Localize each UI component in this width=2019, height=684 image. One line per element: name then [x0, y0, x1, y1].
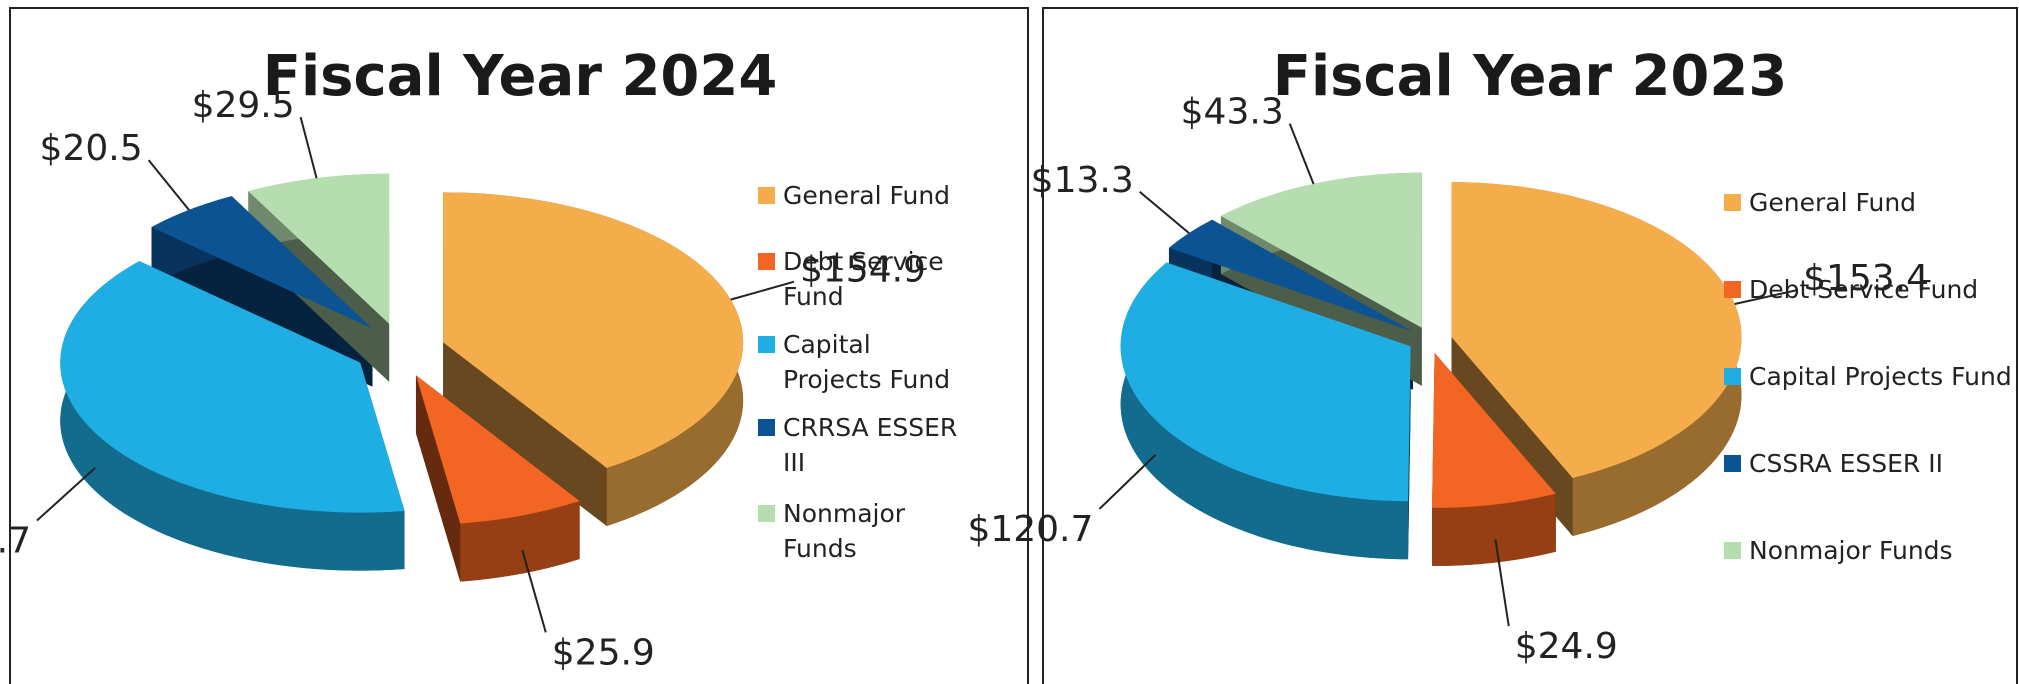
- legend-swatch: [758, 187, 775, 204]
- slice: [151, 196, 373, 329]
- legend-item: Debt Service Fund: [758, 244, 968, 314]
- leader-line: [147, 159, 190, 211]
- legend-swatch: [758, 253, 775, 270]
- legend-item: Debt Service Fund: [1724, 272, 2014, 307]
- slice: [1220, 172, 1422, 328]
- data-label: $148.7: [0, 521, 31, 562]
- data-label: $153.4: [1803, 258, 1929, 299]
- data-label: $43.3: [1181, 92, 1284, 133]
- legend-swatch: [758, 419, 775, 436]
- legend-label: Debt Service Fund: [783, 247, 944, 311]
- chart-title: Fiscal Year 2023: [1273, 44, 1788, 109]
- slice-side: [1120, 262, 1409, 560]
- data-label: $24.9: [1515, 626, 1618, 667]
- leader-line: [1494, 539, 1510, 627]
- slice-side: [415, 375, 461, 582]
- leader-line: [730, 280, 795, 301]
- data-label: $20.5: [40, 128, 143, 169]
- legend-label: Nonmajor Funds: [783, 499, 906, 563]
- leader-line: [1288, 123, 1315, 185]
- legend-item: CRRSA ESSER III: [758, 410, 968, 480]
- slice: [60, 261, 405, 513]
- slice-side: [443, 342, 607, 527]
- legend-label: Capital Projects Fund: [783, 330, 951, 394]
- chart-title: Fiscal Year 2024: [263, 44, 778, 109]
- legend-swatch: [758, 336, 775, 353]
- slice-side: [1432, 493, 1556, 566]
- legend-swatch: [1724, 542, 1741, 559]
- legend-item: General Fund: [758, 178, 968, 213]
- slice-side: [60, 261, 405, 571]
- data-label: $29.5: [192, 85, 295, 126]
- panel-border: [9, 7, 1029, 684]
- legend-item: General Fund: [1724, 185, 2014, 220]
- slice: [1120, 262, 1411, 502]
- legend-swatch: [1724, 194, 1741, 211]
- legend-label: Nonmajor Funds: [1749, 536, 1953, 565]
- data-label: $120.7: [967, 509, 1093, 550]
- legend-item: Capital Projects Fund: [1724, 359, 2014, 394]
- slice: [248, 173, 390, 324]
- legend-label: Capital Projects Fund: [1749, 362, 2012, 391]
- slice: [1168, 219, 1414, 332]
- legend-label: CSSRA ESSER II: [1749, 449, 1943, 478]
- legend-label: Debt Service Fund: [1749, 275, 1979, 304]
- slice: [1432, 352, 1556, 508]
- leader-line: [1734, 289, 1798, 305]
- slice: [443, 192, 744, 469]
- slice: [415, 375, 580, 524]
- legend-swatch: [1724, 281, 1741, 298]
- legend-swatch: [758, 505, 775, 522]
- data-label: $25.9: [552, 632, 655, 673]
- slice: [1451, 182, 1742, 478]
- legend-label: General Fund: [783, 181, 951, 210]
- legend-label: General Fund: [1749, 188, 1917, 217]
- legend-item: Capital Projects Fund: [758, 327, 968, 397]
- leader-line: [1098, 454, 1157, 510]
- leader-line: [521, 550, 547, 633]
- legend-swatch: [1724, 455, 1741, 472]
- leader-line: [299, 116, 318, 179]
- leader-line: [1139, 191, 1190, 234]
- legend-swatch: [1724, 368, 1741, 385]
- legend-item: Nonmajor Funds: [758, 496, 968, 566]
- panel-border: [1042, 7, 2018, 684]
- legend-item: CSSRA ESSER II: [1724, 446, 2014, 481]
- legend-label: CRRSA ESSER III: [783, 413, 958, 477]
- leader-line: [36, 467, 96, 522]
- data-label: $13.3: [1031, 160, 1134, 201]
- legend-item: Nonmajor Funds: [1724, 533, 2014, 568]
- data-label: $154.9: [800, 250, 926, 291]
- slice-side: [460, 500, 580, 582]
